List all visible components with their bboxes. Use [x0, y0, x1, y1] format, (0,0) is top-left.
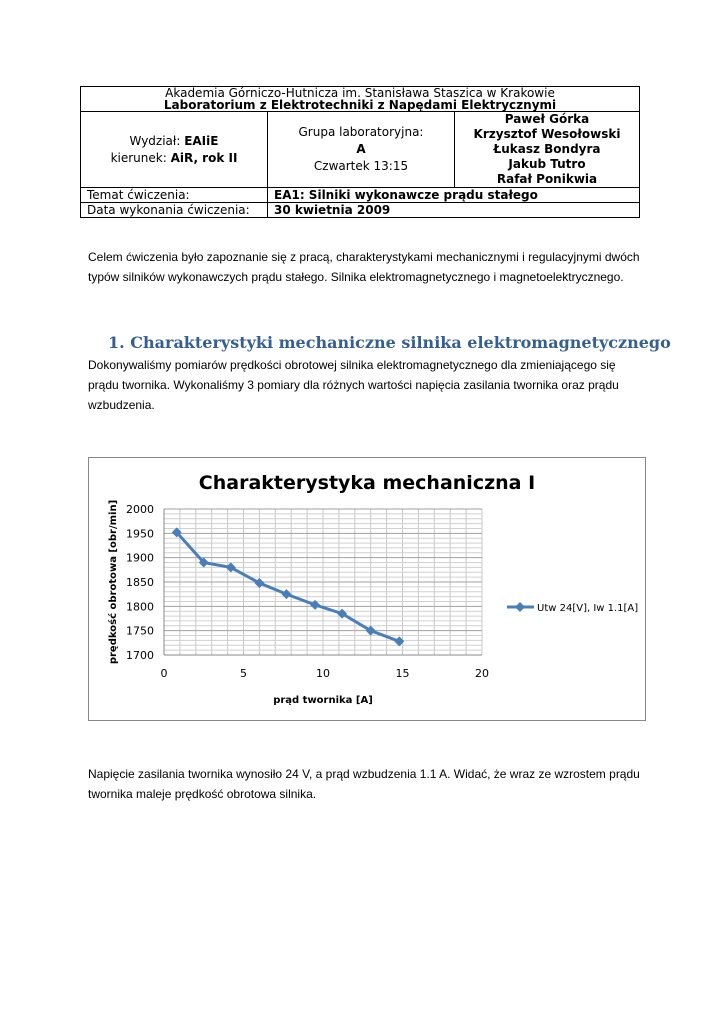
y-tick-label: 1750	[126, 625, 154, 638]
legend-marker	[515, 602, 525, 612]
y-tick-label: 1850	[126, 576, 154, 589]
author: Paweł Górka	[504, 112, 590, 126]
time: Czwartek 13:15	[313, 159, 409, 173]
institution: Akademia Górniczo-Hutnicza im. Stanisław…	[165, 86, 555, 100]
y-axis-label: prędkość obrotowa [obr/min]	[107, 500, 119, 664]
author: Łukasz Bondyra	[493, 142, 601, 156]
intro-paragraph: Celem ćwiczenia było zapoznanie się z pr…	[88, 250, 640, 284]
lab-name: Laboratorium z Elektrotechniki z Napędam…	[163, 98, 557, 112]
group-label: Grupa laboratoryjna:	[298, 125, 424, 139]
topic: EA1: Silniki wykonawcze prądu stałego	[267, 187, 640, 203]
faculty: EAIiE	[184, 133, 219, 148]
y-tick-label: 1900	[126, 552, 154, 565]
data-point	[198, 557, 209, 568]
y-tick-label: 1950	[126, 527, 154, 540]
data-point	[171, 527, 182, 538]
faculty-label: Wydział:	[129, 133, 181, 148]
topic-label: Temat ćwiczenia:	[80, 187, 268, 203]
y-tick-label: 1800	[126, 600, 154, 613]
data-point	[310, 599, 321, 610]
data-point	[337, 608, 348, 619]
legend-label: Utw 24[V], Iw 1.1[A]	[537, 603, 638, 614]
chart-svg: 0 5 10 15 20 1700 1750 1800 1850 1900 1950 2000 Char…	[107, 472, 638, 706]
y-tick-label: 2000	[126, 503, 154, 516]
date-label: Data wykonania ćwiczenia:	[80, 202, 268, 218]
date: 30 kwietnia 2009	[267, 202, 640, 218]
authors: Paweł Górka Krzysztof Wesołowski Łukasz Bo…	[454, 111, 640, 188]
chart-title: Charakterystyka mechaniczna I	[199, 472, 535, 494]
header-table: Akademia Górniczo-Hutnicza im. Stanisław…	[80, 86, 640, 218]
author: Krzysztof Wesołowski	[473, 127, 621, 141]
section-heading: 1. Charakterystyki mechaniczne silnika e…	[108, 333, 671, 352]
section-paragraph: Dokonywaliśmy pomiarów prędkości obrotow…	[88, 358, 619, 412]
data-point	[225, 562, 236, 573]
data-point	[254, 577, 265, 588]
author: Jakub Tutro	[508, 157, 586, 171]
author: Rafał Ponikwia	[496, 172, 598, 186]
major-label: kierunek:	[110, 150, 167, 165]
group: A	[356, 142, 366, 156]
data-point	[281, 589, 292, 600]
conclusion-paragraph: Napięcie zasilania twornika wynosiło 24 …	[88, 767, 640, 801]
x-tick-label: 15	[396, 667, 410, 680]
chart: 0 5 10 15 20 1700 1750 1800 1850 1900 1950 2000 Char…	[88, 457, 646, 721]
y-tick-label: 1700	[126, 649, 154, 662]
x-tick-label: 0	[161, 667, 168, 680]
data-point	[365, 625, 376, 636]
x-axis-label: prąd twornika [A]	[273, 695, 373, 706]
x-tick-label: 20	[475, 667, 489, 680]
x-tick-label: 5	[240, 667, 247, 680]
x-tick-label: 10	[316, 667, 330, 680]
data-point	[394, 636, 405, 647]
major: AiR, rok II	[170, 150, 238, 165]
